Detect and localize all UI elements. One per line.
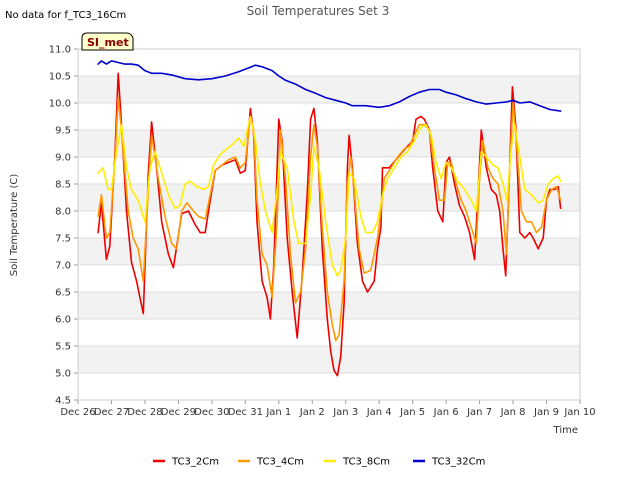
- site-badge-box: [81, 32, 134, 51]
- grid-band: [78, 130, 580, 157]
- y-tick-label: 9.0: [55, 153, 71, 164]
- legend-label: TC3_2Cm: [171, 457, 219, 468]
- y-tick-label: 7.5: [55, 234, 71, 245]
- legend-label: TC3_32Cm: [431, 457, 485, 468]
- legend-label: TC3_4Cm: [256, 457, 304, 468]
- x-tick-label: Jan 9: [533, 407, 559, 418]
- x-tick-label: Dec 28: [127, 407, 162, 418]
- y-tick-label: 5.5: [55, 342, 71, 353]
- legend-label: TC3_8Cm: [342, 457, 390, 468]
- x-tick-label: Jan 5: [399, 407, 425, 418]
- y-tick-label: 8.0: [55, 207, 71, 218]
- y-tick-label: 9.5: [55, 126, 71, 137]
- y-tick-label: 6.5: [55, 288, 71, 299]
- x-tick-label: Jan 6: [433, 407, 459, 418]
- y-tick-label: 4.5: [55, 396, 71, 407]
- y-axis-title: Soil Temperature (C): [9, 174, 20, 277]
- x-tick-label: Jan 7: [466, 407, 492, 418]
- x-tick-label: Jan 10: [563, 407, 595, 418]
- y-tick-label: 10.0: [49, 99, 71, 110]
- x-tick-label: Jan 3: [332, 407, 358, 418]
- chart-title: Soil Temperatures Set 3: [247, 4, 390, 18]
- y-axis-ticks: 4.5 5.0 5.5 6.0 6.5 7.0 7.5 8.0 8.5 9.0 9.5 10.0 10.…: [49, 45, 78, 407]
- x-tick-label: Dec 31: [228, 407, 263, 418]
- x-tick-label: Dec 30: [194, 407, 229, 418]
- y-tick-label: 8.5: [55, 180, 71, 191]
- x-tick-label: Dec 26: [60, 407, 95, 418]
- legend: TC3_2Cm TC3_4Cm TC3_8Cm TC3_32Cm: [153, 457, 485, 468]
- background-bands: [78, 76, 580, 373]
- x-tick-label: Jan 2: [299, 407, 325, 418]
- y-tick-label: 11.0: [49, 45, 71, 56]
- site-badge: SI_met: [81, 32, 134, 51]
- grid-band: [78, 346, 580, 373]
- x-tick-label: Jan 4: [366, 407, 392, 418]
- series-line-tc3-8cm: [97, 115, 562, 277]
- x-tick-label: Jan 1: [265, 407, 291, 418]
- plot-border: [77, 48, 581, 401]
- x-tick-label: Dec 29: [161, 407, 196, 418]
- x-axis-title: Time: [553, 425, 578, 436]
- y-tick-label: 7.0: [55, 261, 71, 272]
- x-tick-label: Dec 27: [94, 407, 129, 418]
- series-line-tc3-32cm: [97, 60, 562, 112]
- series-line-tc3-2cm: [97, 72, 562, 377]
- series-line-tc3-4cm: [97, 96, 562, 342]
- y-tick-label: 6.0: [55, 315, 71, 326]
- y-tick-label: 10.5: [49, 72, 71, 83]
- site-badge-label: SI_met: [87, 36, 129, 49]
- x-tick-label: Jan 8: [500, 407, 526, 418]
- y-tick-label: 5.0: [55, 369, 71, 380]
- no-data-note: No data for f_TC3_16Cm: [5, 10, 126, 21]
- series-lines: [97, 60, 562, 377]
